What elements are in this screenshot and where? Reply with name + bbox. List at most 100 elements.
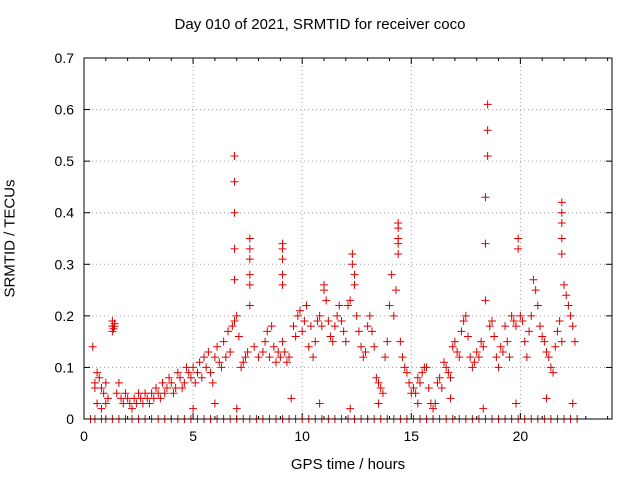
data-point (472, 347, 481, 356)
data-point (104, 394, 112, 403)
data-point (258, 347, 267, 356)
data-point (429, 404, 438, 413)
data-point (501, 322, 510, 331)
data-point (272, 358, 280, 367)
data-point (210, 353, 219, 362)
y-tick-label: 0.3 (55, 256, 75, 272)
data-point (522, 353, 531, 362)
data-point (385, 301, 394, 310)
data-point (394, 224, 403, 233)
y-tick-label: 0 (66, 411, 74, 427)
data-point (320, 286, 328, 295)
data-point (479, 342, 488, 351)
data-point (230, 151, 239, 160)
data-point (110, 322, 119, 331)
data-point (263, 327, 272, 336)
data-point (333, 311, 342, 320)
data-point (435, 373, 444, 382)
data-point (309, 353, 318, 362)
data-point (531, 286, 540, 295)
data-point (542, 347, 551, 356)
data-point (354, 327, 363, 336)
data-point (544, 353, 553, 362)
data-point (481, 193, 490, 202)
data-point (492, 353, 501, 362)
data-point (241, 353, 250, 362)
data-point (278, 280, 287, 289)
data-point (560, 280, 568, 289)
axis-ticks: 0 0.1 0.2 0.3 0.4 0.5 0.6 0.7 0 5 10 15 20 (55, 50, 612, 444)
data-point (322, 296, 331, 305)
data-point (200, 353, 208, 362)
data-point (352, 311, 361, 320)
data-point (176, 373, 184, 382)
data-point (405, 378, 414, 387)
data-point (557, 234, 566, 243)
data-point (162, 384, 171, 393)
data-point (330, 322, 339, 331)
data-point (503, 337, 512, 346)
data-point (453, 347, 462, 356)
data-point (328, 337, 337, 346)
data-point (339, 327, 348, 336)
data-point (186, 373, 195, 382)
data-point (202, 363, 211, 372)
data-point (525, 327, 534, 336)
data-point (191, 378, 200, 387)
data-point (232, 404, 241, 413)
data-point (213, 342, 222, 351)
data-point (167, 378, 176, 387)
data-point (278, 270, 287, 279)
data-point (298, 327, 307, 336)
data-point (494, 363, 503, 372)
data-point (335, 301, 344, 310)
data-point (481, 296, 490, 305)
data-point (326, 332, 335, 341)
data-point (509, 317, 518, 326)
chart-title: Day 010 of 2021, SRMTID for receiver coc… (174, 16, 466, 33)
data-point (540, 337, 549, 346)
data-point (313, 317, 322, 326)
data-point (546, 363, 555, 372)
data-point (99, 389, 108, 398)
data-point (483, 100, 492, 109)
data-point (278, 337, 287, 346)
data-point (557, 219, 566, 228)
data-point (324, 317, 333, 326)
data-point (361, 347, 370, 356)
data-point (409, 384, 418, 393)
data-point (488, 317, 496, 326)
data-point (400, 363, 409, 372)
data-point (392, 286, 400, 295)
data-point (568, 399, 577, 408)
data-point (551, 342, 560, 351)
data-point (485, 322, 494, 331)
data-point (228, 322, 237, 331)
data-point (444, 368, 453, 377)
data-point (557, 249, 566, 258)
x-tick-label: 10 (294, 428, 310, 444)
data-point (368, 327, 376, 336)
data-point (383, 337, 392, 346)
data-point (348, 260, 357, 269)
data-point (446, 373, 455, 382)
data-point (230, 244, 239, 253)
data-point (280, 347, 289, 356)
data-point (474, 353, 483, 362)
data-point (302, 301, 311, 310)
data-point (357, 342, 366, 351)
data-point (459, 317, 468, 326)
data-point (418, 368, 427, 377)
data-point (245, 280, 254, 289)
data-point (374, 399, 383, 408)
data-point (226, 347, 235, 356)
data-point (160, 389, 169, 398)
data-point (446, 394, 455, 403)
data-point (557, 198, 566, 207)
data-point (376, 384, 385, 393)
data-point (440, 358, 448, 367)
data-point (394, 249, 403, 258)
data-point (230, 317, 239, 326)
data-point (296, 306, 304, 315)
